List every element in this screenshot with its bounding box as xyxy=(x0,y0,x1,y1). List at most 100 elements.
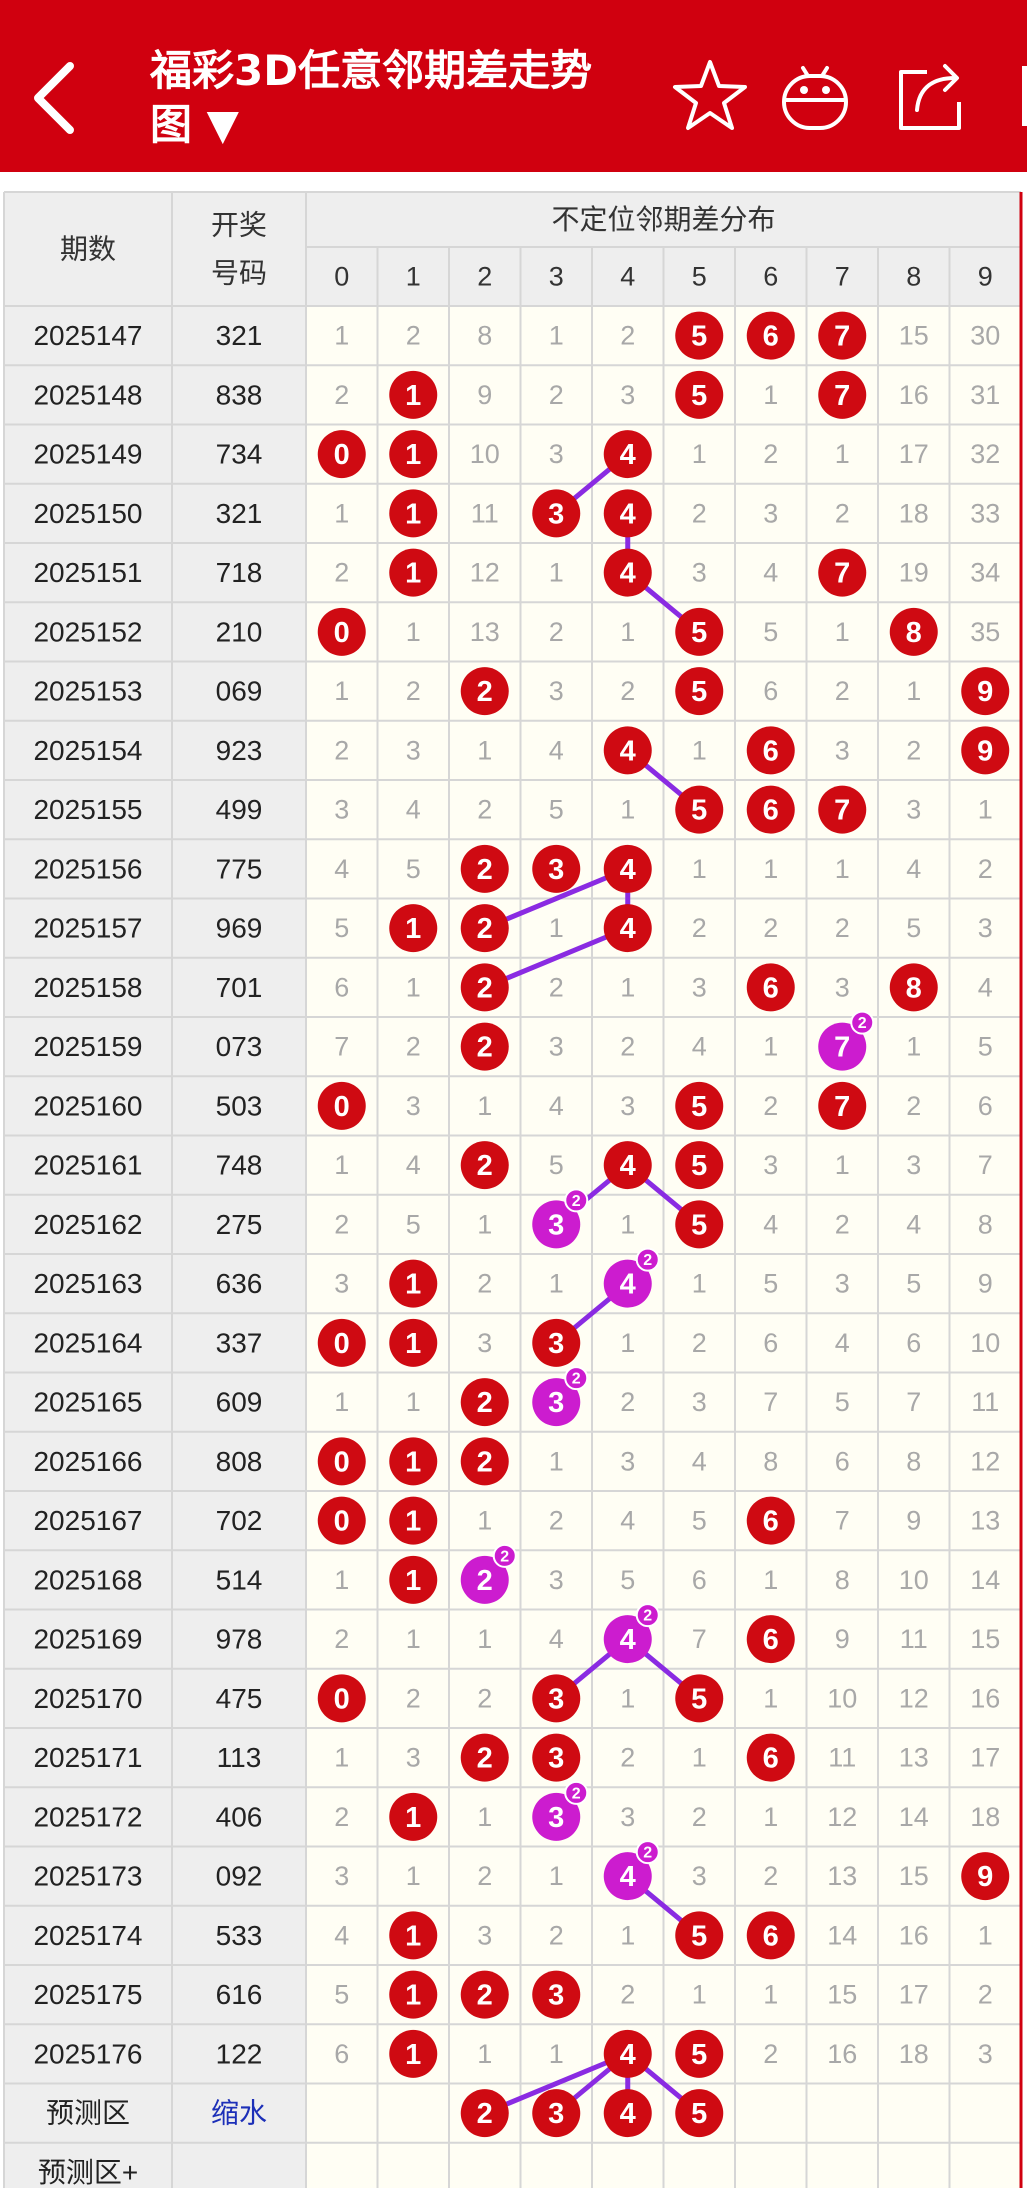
miss-count-cell: 2 xyxy=(763,913,778,943)
hit-ball-label: 4 xyxy=(620,2039,636,2071)
draw-number-cell: 514 xyxy=(216,1564,263,1595)
hit-ball xyxy=(818,1081,867,1130)
miss-count-cell: 6 xyxy=(906,1328,921,1358)
hit-ball-label: 2 xyxy=(477,913,493,945)
repeat-hit-ball xyxy=(603,1615,652,1664)
hit-ball xyxy=(389,1437,438,1486)
period-cell: 2025166 xyxy=(33,1446,142,1477)
draw-number-cell: 503 xyxy=(216,1090,263,1121)
digit-header-5: 5 xyxy=(692,262,707,292)
hit-ball-label: 3 xyxy=(548,1980,564,2012)
miss-count-cell: 1 xyxy=(549,913,564,943)
predict-ball[interactable] xyxy=(460,2089,509,2138)
miss-count-cell: 1 xyxy=(692,1980,707,2010)
period-cell: 2025158 xyxy=(33,972,142,1003)
predict-ball[interactable] xyxy=(603,2089,652,2138)
hit-ball xyxy=(389,1911,438,1960)
miss-count-cell: 2 xyxy=(334,1802,349,1832)
miss-count-cell: 4 xyxy=(763,558,778,588)
draw-header-line2: 号码 xyxy=(211,258,267,289)
hit-ball xyxy=(818,548,867,597)
predict-ball-label: 5 xyxy=(691,2098,707,2130)
draw-number-cell: 275 xyxy=(216,1209,263,1240)
hit-ball-label: 2 xyxy=(477,972,493,1004)
miss-count-cell: 2 xyxy=(835,676,850,706)
hit-ball-label: 5 xyxy=(691,676,707,708)
android-icon[interactable] xyxy=(770,50,860,140)
hit-ball xyxy=(389,430,438,479)
draw-number-cell: 718 xyxy=(216,557,263,588)
miss-count-cell: 3 xyxy=(406,735,421,765)
star-icon[interactable] xyxy=(665,50,755,140)
miss-count-cell: 1 xyxy=(978,795,993,825)
miss-count-cell: 1 xyxy=(549,558,564,588)
hit-ball-label: 8 xyxy=(906,617,922,649)
miss-count-cell: 7 xyxy=(835,1506,850,1536)
hit-ball xyxy=(603,430,652,479)
hit-ball-label: 7 xyxy=(834,1091,850,1123)
hit-ball-label: 2 xyxy=(477,1743,493,1775)
predict-ball[interactable] xyxy=(532,2089,581,2138)
miss-count-cell: 12 xyxy=(899,1683,929,1713)
period-cell: 2025159 xyxy=(33,1031,142,1062)
hit-ball-label: 1 xyxy=(405,1269,421,1301)
page-title[interactable]: 福彩3D任意邻期差走势 图 ▼ xyxy=(150,44,670,152)
miss-count-cell: 11 xyxy=(828,1743,856,1773)
back-chevron-icon[interactable] xyxy=(22,48,102,148)
repeat-count-label: 2 xyxy=(643,1252,652,1269)
miss-count-cell: 1 xyxy=(692,854,707,884)
miss-count-cell: 15 xyxy=(899,321,929,351)
repeat-count-label: 2 xyxy=(572,1785,581,1802)
hit-ball-label: 2 xyxy=(477,1565,493,1597)
miss-count-cell: 3 xyxy=(835,735,850,765)
miss-count-cell: 1 xyxy=(406,1387,421,1417)
miss-count-cell: 4 xyxy=(549,1624,564,1654)
miss-count-cell: 2 xyxy=(477,1269,492,1299)
miss-count-cell: 3 xyxy=(549,1032,564,1062)
repeat-count-badge xyxy=(635,1603,660,1628)
repeat-hit-ball xyxy=(532,1792,581,1841)
predict-ball[interactable] xyxy=(675,2089,724,2138)
miss-count-cell: 2 xyxy=(620,1980,635,2010)
predict-ball-label: 3 xyxy=(548,2098,564,2130)
miss-count-cell: 1 xyxy=(620,1209,635,1239)
period-cell: 2025154 xyxy=(33,735,142,766)
miss-count-cell: 2 xyxy=(334,1209,349,1239)
miss-count-cell: 18 xyxy=(899,2039,929,2069)
hit-ball xyxy=(603,904,652,953)
period-cell: 2025176 xyxy=(33,2038,142,2069)
hit-ball-label: 5 xyxy=(691,1091,707,1123)
predict-plus-row-label: 预测区+ xyxy=(38,2157,138,2188)
miss-count-cell: 2 xyxy=(477,795,492,825)
draw-number-cell: 636 xyxy=(216,1268,263,1299)
miss-count-cell: 4 xyxy=(692,1446,707,1476)
digit-header-0: 0 xyxy=(334,262,349,292)
miss-count-cell: 2 xyxy=(549,972,564,1002)
miss-count-cell: 2 xyxy=(835,1209,850,1239)
period-cell: 2025171 xyxy=(33,1742,142,1773)
miss-count-cell: 1 xyxy=(477,1624,492,1654)
hit-ball-label: 8 xyxy=(906,972,922,1004)
miss-count-cell: 7 xyxy=(906,1387,921,1417)
more-menu-edge[interactable] xyxy=(1022,66,1027,126)
draw-header-line1: 开奖 xyxy=(211,210,267,241)
shrink-link[interactable]: 缩水 xyxy=(211,2098,267,2129)
hit-ball xyxy=(675,1674,724,1723)
miss-count-cell: 1 xyxy=(692,1269,707,1299)
miss-count-cell: 2 xyxy=(692,1802,707,1832)
hit-ball xyxy=(746,1496,795,1545)
hit-ball-label: 6 xyxy=(763,735,779,767)
left-column-background xyxy=(4,192,306,2188)
hit-ball xyxy=(746,1733,795,1782)
miss-count-cell: 2 xyxy=(334,1624,349,1654)
hit-ball xyxy=(746,726,795,775)
period-cell: 2025163 xyxy=(33,1268,142,1299)
miss-count-cell: 9 xyxy=(978,1269,993,1299)
period-cell: 2025168 xyxy=(33,1564,142,1595)
miss-count-cell: 5 xyxy=(334,1980,349,2010)
share-icon[interactable] xyxy=(885,50,975,140)
hit-ball xyxy=(389,1259,438,1308)
hit-ball-label: 1 xyxy=(405,2039,421,2071)
hit-ball xyxy=(746,963,795,1012)
miss-count-cell: 2 xyxy=(620,676,635,706)
